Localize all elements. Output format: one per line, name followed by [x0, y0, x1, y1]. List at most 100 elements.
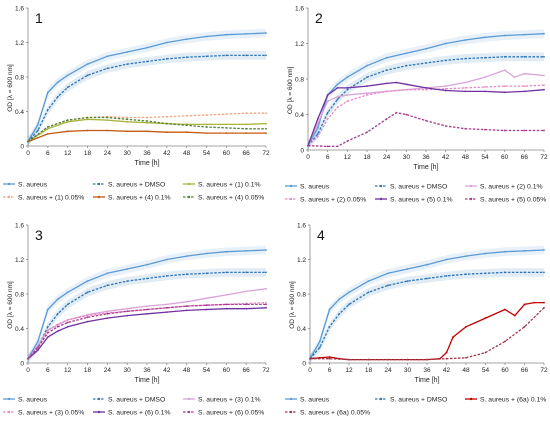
data-point	[146, 312, 148, 315]
legend-label: S. aureus + (6) 0.05%	[198, 410, 264, 417]
series-line	[307, 56, 544, 147]
data-point	[225, 303, 228, 306]
data-point	[86, 280, 89, 282]
y-tick-label: 1.2	[297, 257, 306, 264]
legend-marker	[7, 397, 11, 401]
legend-label: S. aureus + DMSO	[390, 184, 447, 191]
data-point	[385, 90, 388, 93]
legend-marker	[379, 397, 383, 401]
data-point	[265, 122, 267, 125]
data-point	[265, 301, 267, 304]
data-point	[126, 51, 129, 53]
data-point	[126, 130, 129, 133]
data-point	[106, 272, 109, 275]
legend-marker	[469, 397, 473, 401]
data-point	[464, 90, 467, 93]
x-tick-label: 6	[328, 367, 332, 374]
data-point	[523, 90, 526, 93]
data-point	[523, 303, 526, 306]
data-point	[205, 35, 208, 38]
legend-label: S. aureus + (1) 0.1%	[198, 182, 261, 189]
data-point	[126, 307, 129, 310]
x-tick-label: 48	[183, 367, 191, 374]
series-line	[307, 69, 545, 146]
data-point	[165, 275, 168, 277]
data-point	[504, 308, 506, 311]
data-point	[185, 131, 188, 134]
data-point	[316, 135, 319, 138]
x-tick-label: 60	[501, 367, 509, 374]
data-point	[336, 98, 339, 101]
series-error-band	[308, 52, 544, 150]
x-tick-label: 12	[64, 367, 72, 374]
legend-marker	[97, 397, 101, 401]
data-point	[106, 129, 109, 132]
data-point	[146, 277, 148, 280]
data-point	[56, 81, 59, 84]
data-point	[37, 129, 39, 132]
legend-label: S. aureus + (6a) 0.1%	[480, 397, 546, 404]
y-tick-label: 0	[300, 148, 304, 155]
legend-marker	[187, 397, 191, 401]
x-tick-label: 6	[46, 150, 50, 157]
data-point	[126, 268, 129, 270]
data-point	[504, 340, 506, 343]
data-point	[425, 88, 427, 91]
data-point	[543, 306, 545, 309]
y-tick-label: 0.4	[295, 112, 304, 119]
legend-marker	[97, 410, 101, 414]
data-point	[504, 250, 506, 253]
data-point	[265, 127, 267, 130]
data-point	[465, 255, 467, 257]
data-point	[66, 319, 69, 321]
legend-label: S. aureus + (4) 0.1%	[108, 195, 171, 202]
chart-panel-2: 0 0.4 0.8 1.2 1.6 0 6 12 18 24 30 36 42 48 54 60 66 72 Tim…	[285, 6, 548, 204]
data-point	[444, 59, 447, 62]
data-point	[523, 85, 526, 87]
data-point	[405, 88, 408, 91]
data-point	[126, 280, 129, 282]
data-point	[367, 358, 370, 361]
legend-label: S. aureus + (5) 0.05%	[480, 197, 546, 204]
data-point	[225, 132, 228, 135]
data-point	[46, 325, 49, 328]
data-point	[245, 127, 248, 130]
data-point	[346, 88, 349, 91]
y-tick-label: 0.4	[297, 326, 306, 333]
legend-marker	[97, 182, 101, 186]
data-point	[464, 81, 467, 84]
x-axis-label: Time [h]	[134, 160, 159, 167]
data-point	[523, 250, 526, 252]
x-axis-label: Time [h]	[413, 164, 438, 171]
data-point	[366, 64, 368, 67]
data-point	[348, 358, 350, 361]
x-tick-label: 12	[344, 154, 352, 161]
x-tick-label: 66	[521, 154, 529, 161]
y-tick-label: 1.2	[15, 257, 24, 264]
panel-number: 3	[35, 227, 43, 243]
data-point	[106, 310, 109, 313]
data-point	[165, 303, 168, 306]
data-point	[316, 133, 319, 135]
data-point	[245, 132, 248, 135]
series-line	[27, 271, 266, 360]
data-point	[484, 317, 487, 319]
data-point	[66, 291, 69, 294]
data-point	[46, 126, 49, 128]
data-point	[205, 114, 208, 116]
y-axis-label: OD [λ = 600 nm]	[7, 281, 14, 329]
data-point	[464, 87, 467, 89]
data-point	[503, 129, 506, 132]
data-point	[27, 140, 29, 143]
data-point	[346, 87, 349, 89]
data-point	[405, 83, 408, 86]
data-point	[265, 132, 267, 135]
x-tick-label: 66	[521, 367, 529, 374]
y-tick-label: 0.8	[297, 292, 306, 299]
data-point	[225, 54, 228, 57]
data-point	[425, 119, 427, 122]
data-point	[543, 74, 545, 77]
data-point	[56, 330, 59, 332]
x-tick-label: 24	[104, 367, 112, 374]
x-tick-label: 54	[482, 367, 490, 374]
